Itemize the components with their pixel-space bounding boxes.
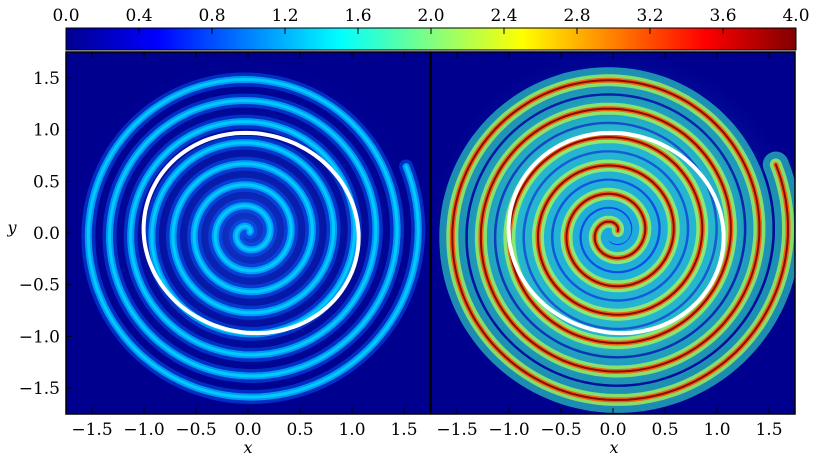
y-tick-label: −0.5 [19,276,60,296]
y-tick-label: 0.0 [33,224,60,244]
x-tick-label: 0.0 [599,420,626,440]
right-spiral-arm [439,67,795,413]
right-overlay-loop [506,130,726,336]
colorbar-tick-label: 3.6 [709,6,736,26]
x-tick-label: 1.0 [338,420,365,440]
x-tick-label: −0.5 [175,420,216,440]
y-tick-label: 1.0 [33,121,60,141]
x-tick-label: 0.5 [651,420,678,440]
left-overlay-loop [141,130,361,336]
left-panel: −1.5 −1.0 −0.5 0.0 0.5 1.0 1.5 1.5 1.0 0.5 0.0 −0.5… [6,51,431,457]
colorbar-tick-label: 1.2 [271,6,298,26]
x-tick-label: 1.5 [755,420,782,440]
x-tick-label: −1.0 [123,420,164,440]
right-axis-ticks: −1.5 −1.0 −0.5 0.0 0.5 1.0 1.5 [436,52,783,440]
left-spiral-arm [81,72,426,405]
spiral-band [86,77,420,399]
colorbar-tick-label: 0.8 [198,6,225,26]
x-tick-label: 1.5 [390,420,417,440]
y-tick-label: −1.5 [19,379,60,399]
colorbar-tick-label: 2.8 [563,6,590,26]
left-ylabel: y [6,218,17,237]
right-xlabel: x [609,438,618,457]
x-tick-label: −1.5 [71,420,112,440]
colorbar-tick-label: 0.0 [52,6,79,26]
left-axis-ticks: −1.5 −1.0 −0.5 0.0 0.5 1.0 1.5 1.5 1.0 0.5 0.0 −0.5… [19,52,418,440]
colorbar: 0.0 0.4 0.8 1.2 1.6 2.0 2.4 2.8 3.2 3.6 4.0 [52,6,810,51]
left-xlabel: x [243,438,252,457]
x-tick-label: −1.0 [488,420,529,440]
y-tick-label: 0.5 [33,172,60,192]
colorbar-tick-label: 0.4 [125,6,152,26]
right-panel: −1.5 −1.0 −0.5 0.0 0.5 1.0 1.5 x [430,51,796,457]
colorbar-tick-label: 2.4 [490,6,517,26]
colorbar-ticks: 0.0 0.4 0.8 1.2 1.6 2.0 2.4 2.8 3.2 3.6 4.0 [52,6,810,34]
spiral-band [451,79,790,401]
colorbar-tick-label: 4.0 [782,6,809,26]
colorbar-tick-label: 1.6 [344,6,371,26]
colorbar-tick-label: 2.0 [417,6,444,26]
x-tick-label: −1.5 [436,420,477,440]
y-tick-label: 1.5 [33,69,60,89]
colorbar-tick-label: 3.2 [636,6,663,26]
y-tick-label: −1.0 [19,327,60,347]
x-tick-label: 0.5 [286,420,313,440]
x-tick-label: 1.0 [703,420,730,440]
x-tick-label: 0.0 [234,420,261,440]
x-tick-label: −0.5 [540,420,581,440]
